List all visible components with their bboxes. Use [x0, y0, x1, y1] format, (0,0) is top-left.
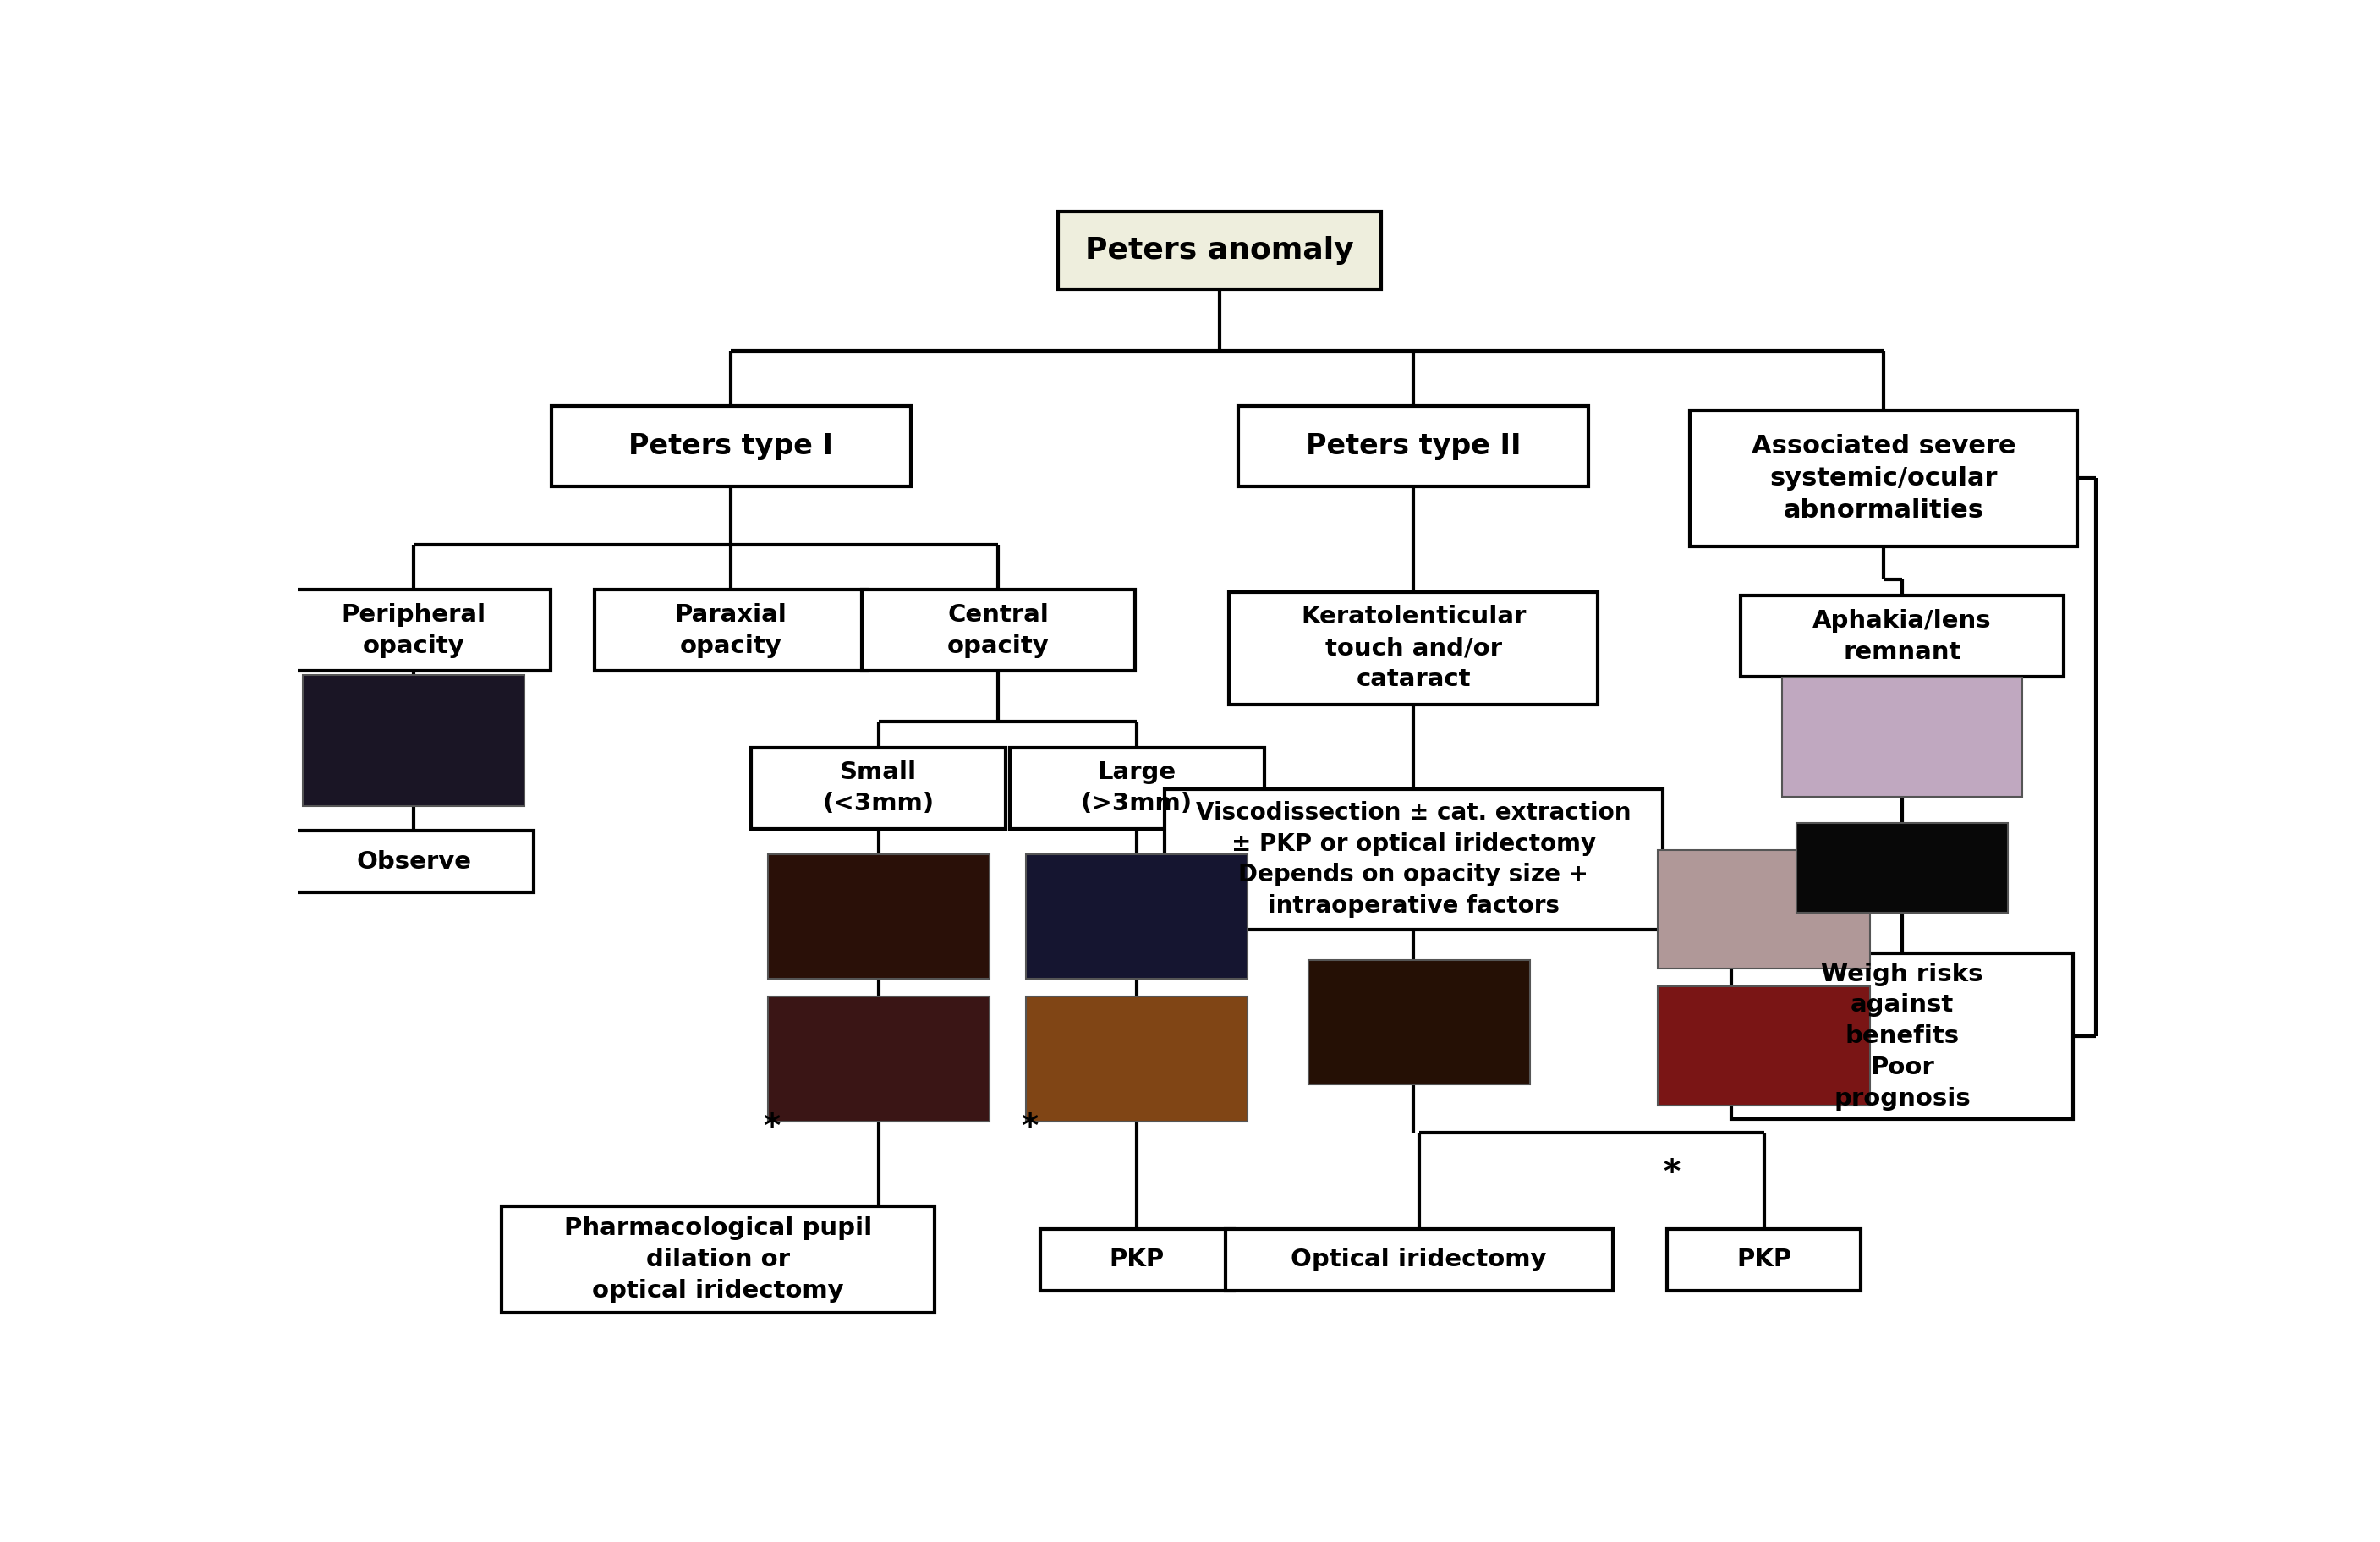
- FancyBboxPatch shape: [769, 996, 990, 1121]
- Text: PKP: PKP: [1737, 1247, 1792, 1272]
- Text: Central
opacity: Central opacity: [947, 603, 1050, 658]
- FancyBboxPatch shape: [1228, 592, 1597, 705]
- FancyBboxPatch shape: [1783, 678, 2023, 797]
- FancyBboxPatch shape: [1226, 1229, 1614, 1291]
- FancyBboxPatch shape: [1733, 953, 2073, 1119]
- FancyBboxPatch shape: [752, 748, 1007, 828]
- FancyBboxPatch shape: [1690, 410, 2078, 546]
- Text: Associated severe
systemic/ocular
abnormalities: Associated severe systemic/ocular abnorm…: [1752, 433, 2016, 523]
- FancyBboxPatch shape: [1026, 996, 1247, 1121]
- FancyBboxPatch shape: [552, 406, 912, 487]
- FancyBboxPatch shape: [595, 591, 866, 671]
- Text: Peters type II: Peters type II: [1307, 432, 1521, 460]
- FancyBboxPatch shape: [1059, 211, 1380, 288]
- Text: Pharmacological pupil
dilation or
optical iridectomy: Pharmacological pupil dilation or optica…: [564, 1217, 871, 1303]
- FancyBboxPatch shape: [276, 591, 550, 671]
- Text: Optical iridectomy: Optical iridectomy: [1290, 1247, 1547, 1272]
- FancyBboxPatch shape: [1659, 850, 1871, 968]
- Text: *: *: [764, 1112, 781, 1144]
- Text: Peters anomaly: Peters anomaly: [1085, 236, 1354, 265]
- FancyBboxPatch shape: [502, 1206, 935, 1314]
- Text: Viscodissection ± cat. extraction
± PKP or optical iridectomy
Depends on opacity: Viscodissection ± cat. extraction ± PKP …: [1195, 800, 1630, 917]
- Text: Small
(<3mm): Small (<3mm): [823, 760, 935, 816]
- Text: Paraxial
opacity: Paraxial opacity: [676, 603, 788, 658]
- FancyBboxPatch shape: [862, 591, 1135, 671]
- FancyBboxPatch shape: [1238, 406, 1587, 487]
- Text: *: *: [1021, 1112, 1038, 1144]
- FancyBboxPatch shape: [1009, 748, 1264, 828]
- FancyBboxPatch shape: [1309, 959, 1530, 1084]
- Text: PKP: PKP: [1109, 1247, 1164, 1272]
- FancyBboxPatch shape: [1797, 823, 2009, 913]
- FancyBboxPatch shape: [1666, 1229, 1861, 1291]
- Text: Peters type I: Peters type I: [628, 432, 833, 460]
- FancyBboxPatch shape: [1026, 854, 1247, 979]
- FancyBboxPatch shape: [1659, 987, 1871, 1106]
- FancyBboxPatch shape: [293, 831, 533, 893]
- Text: *: *: [1664, 1156, 1680, 1189]
- Text: Weigh risks
against
benefits
Poor
prognosis: Weigh risks against benefits Poor progno…: [1821, 962, 1983, 1110]
- FancyBboxPatch shape: [769, 854, 990, 979]
- FancyBboxPatch shape: [302, 675, 524, 806]
- Text: Aphakia/lens
remnant: Aphakia/lens remnant: [1814, 609, 1992, 663]
- Text: Keratolenticular
touch and/or
cataract: Keratolenticular touch and/or cataract: [1302, 604, 1526, 691]
- Text: Peripheral
opacity: Peripheral opacity: [340, 603, 486, 658]
- FancyBboxPatch shape: [1740, 595, 2063, 677]
- Text: Observe: Observe: [357, 850, 471, 874]
- FancyBboxPatch shape: [1040, 1229, 1233, 1291]
- Text: Large
(>3mm): Large (>3mm): [1081, 760, 1192, 816]
- FancyBboxPatch shape: [1164, 790, 1661, 930]
